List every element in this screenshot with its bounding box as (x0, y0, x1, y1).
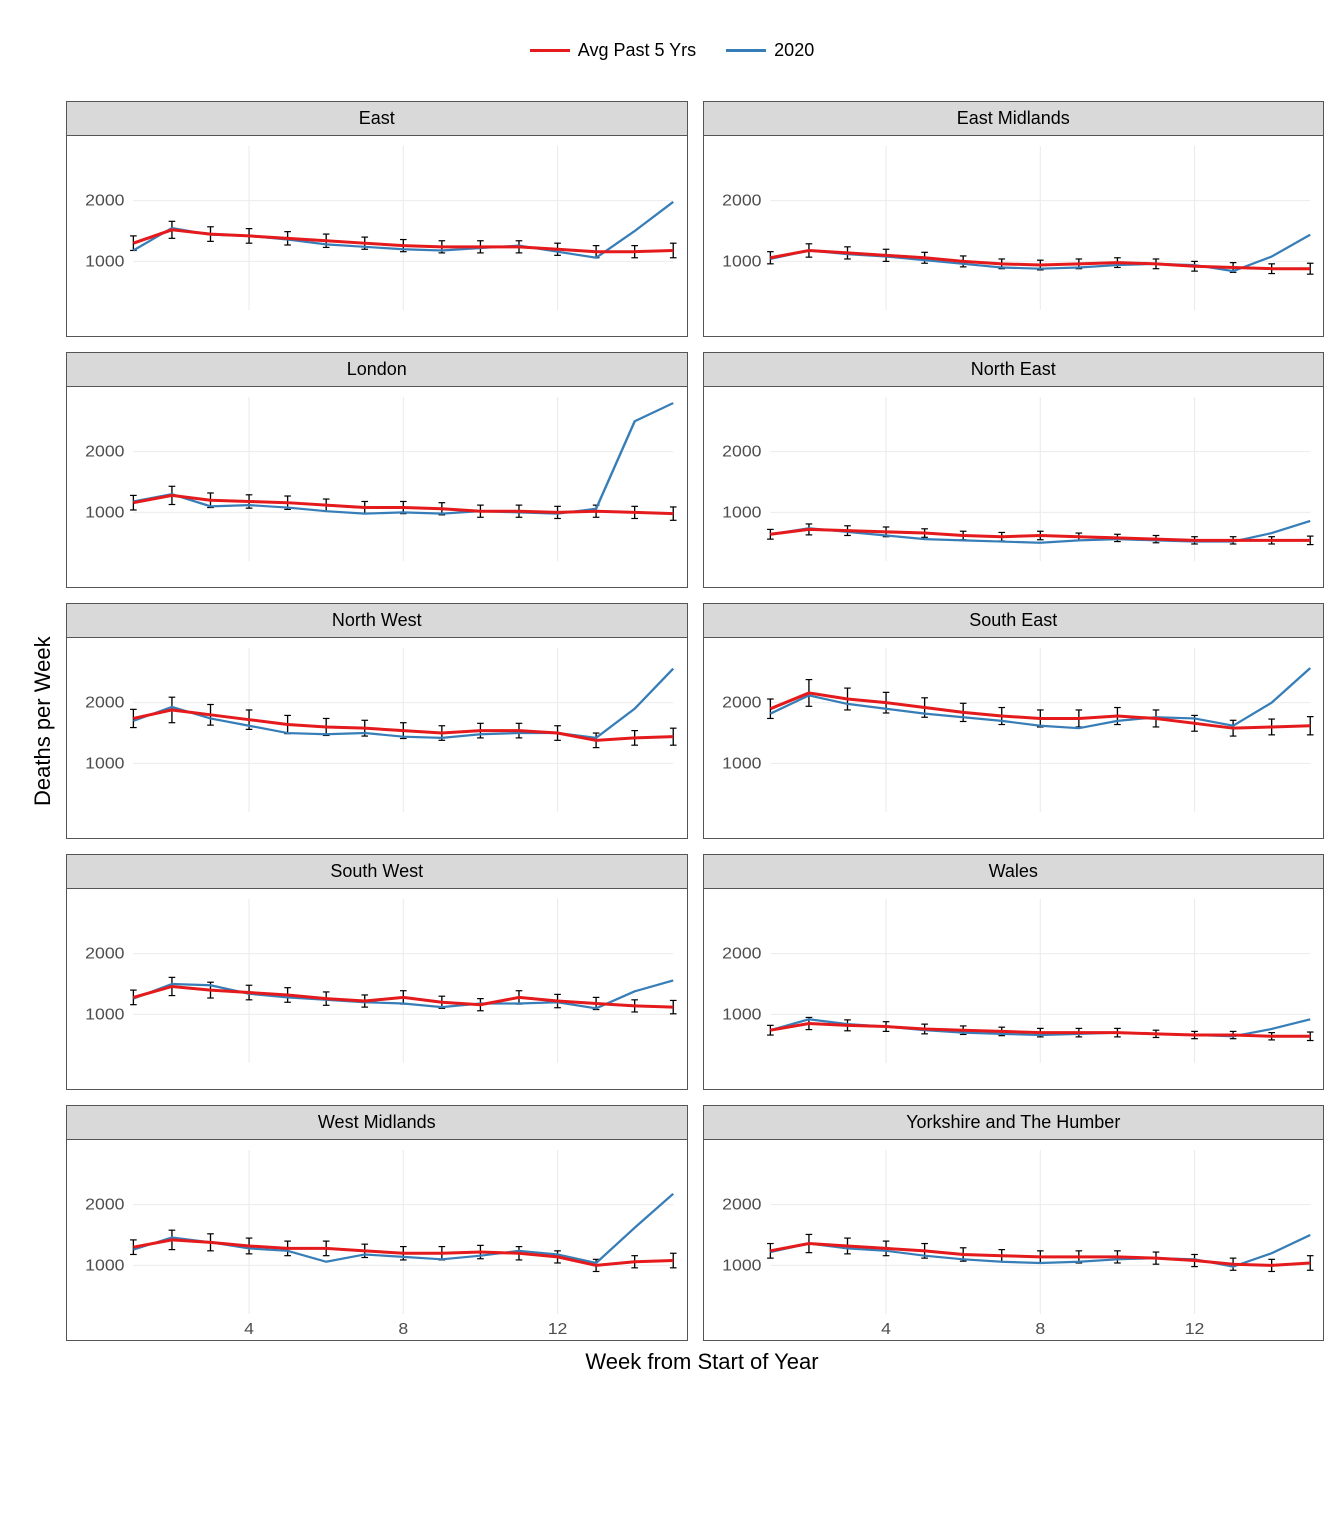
legend-label-avg: Avg Past 5 Yrs (578, 40, 696, 61)
panel-title: East Midlands (704, 102, 1324, 136)
facet-panel: East 1000 2000 (66, 101, 688, 337)
panel-title: East (67, 102, 687, 136)
panel-plot: 1000 2000 (67, 387, 687, 587)
facet-panel: North West 1000 2000 (66, 603, 688, 839)
legend-item-2020: 2020 (726, 40, 814, 61)
svg-text:8: 8 (398, 1320, 408, 1338)
svg-text:2000: 2000 (722, 442, 761, 460)
svg-text:1000: 1000 (85, 1005, 124, 1023)
svg-text:12: 12 (548, 1320, 568, 1338)
panel-plot: 1000 2000 (704, 638, 1324, 838)
legend-label-2020: 2020 (774, 40, 814, 61)
panel-title: Wales (704, 855, 1324, 889)
svg-text:4: 4 (244, 1320, 254, 1338)
panel-title: London (67, 353, 687, 387)
svg-text:1000: 1000 (85, 252, 124, 270)
svg-text:2000: 2000 (85, 191, 124, 209)
x-axis-label: Week from Start of Year (80, 1341, 1324, 1375)
panel-plot: 1000 2000 4 8 12 (67, 1140, 687, 1340)
svg-text:1000: 1000 (85, 754, 124, 772)
facet-panel: West Midlands 1000 2000 4 8 12 (66, 1105, 688, 1341)
panel-plot: 1000 2000 4 8 12 (704, 1140, 1324, 1340)
svg-text:2000: 2000 (722, 693, 761, 711)
svg-text:2000: 2000 (85, 944, 124, 962)
svg-text:2000: 2000 (722, 1195, 761, 1213)
svg-text:1000: 1000 (85, 1256, 124, 1274)
legend-swatch-avg (530, 49, 570, 52)
svg-text:2000: 2000 (85, 693, 124, 711)
facet-panel: Wales 1000 2000 (703, 854, 1325, 1090)
svg-text:1000: 1000 (722, 754, 761, 772)
panel-plot: 1000 2000 (67, 889, 687, 1089)
legend-swatch-2020 (726, 49, 766, 52)
svg-text:1000: 1000 (722, 503, 761, 521)
legend-item-avg: Avg Past 5 Yrs (530, 40, 696, 61)
svg-text:12: 12 (1184, 1320, 1204, 1338)
facet-panel: North East 1000 2000 (703, 352, 1325, 588)
facet-grid: East10002000East Midlands10002000London1… (66, 101, 1324, 1341)
panel-title: Yorkshire and The Humber (704, 1106, 1324, 1140)
facet-panel: South West 1000 2000 (66, 854, 688, 1090)
panel-title: West Midlands (67, 1106, 687, 1140)
y-axis-label: Deaths per Week (20, 101, 66, 1341)
svg-text:4: 4 (881, 1320, 891, 1338)
svg-text:1000: 1000 (722, 1005, 761, 1023)
panel-title: South West (67, 855, 687, 889)
svg-text:1000: 1000 (722, 1256, 761, 1274)
facet-panel: East Midlands 1000 2000 (703, 101, 1325, 337)
svg-text:1000: 1000 (722, 252, 761, 270)
panel-plot: 1000 2000 (67, 638, 687, 838)
facet-panel: South East 1000 2000 (703, 603, 1325, 839)
panel-plot: 1000 2000 (704, 889, 1324, 1089)
svg-text:2000: 2000 (722, 191, 761, 209)
panel-plot: 1000 2000 (704, 136, 1324, 336)
panel-plot: 1000 2000 (704, 387, 1324, 587)
facet-panel: Yorkshire and The Humber 1000 2000 4 8 12 (703, 1105, 1325, 1341)
panel-plot: 1000 2000 (67, 136, 687, 336)
svg-text:2000: 2000 (722, 944, 761, 962)
panel-title: North East (704, 353, 1324, 387)
panel-title: South East (704, 604, 1324, 638)
facet-panel: London 1000 2000 (66, 352, 688, 588)
deaths-chart: Avg Past 5 Yrs 2020 Deaths per Week East… (20, 20, 1324, 1375)
svg-text:2000: 2000 (85, 1195, 124, 1213)
svg-text:8: 8 (1035, 1320, 1045, 1338)
svg-text:2000: 2000 (85, 442, 124, 460)
legend: Avg Past 5 Yrs 2020 (20, 20, 1324, 101)
svg-text:1000: 1000 (85, 503, 124, 521)
panel-title: North West (67, 604, 687, 638)
